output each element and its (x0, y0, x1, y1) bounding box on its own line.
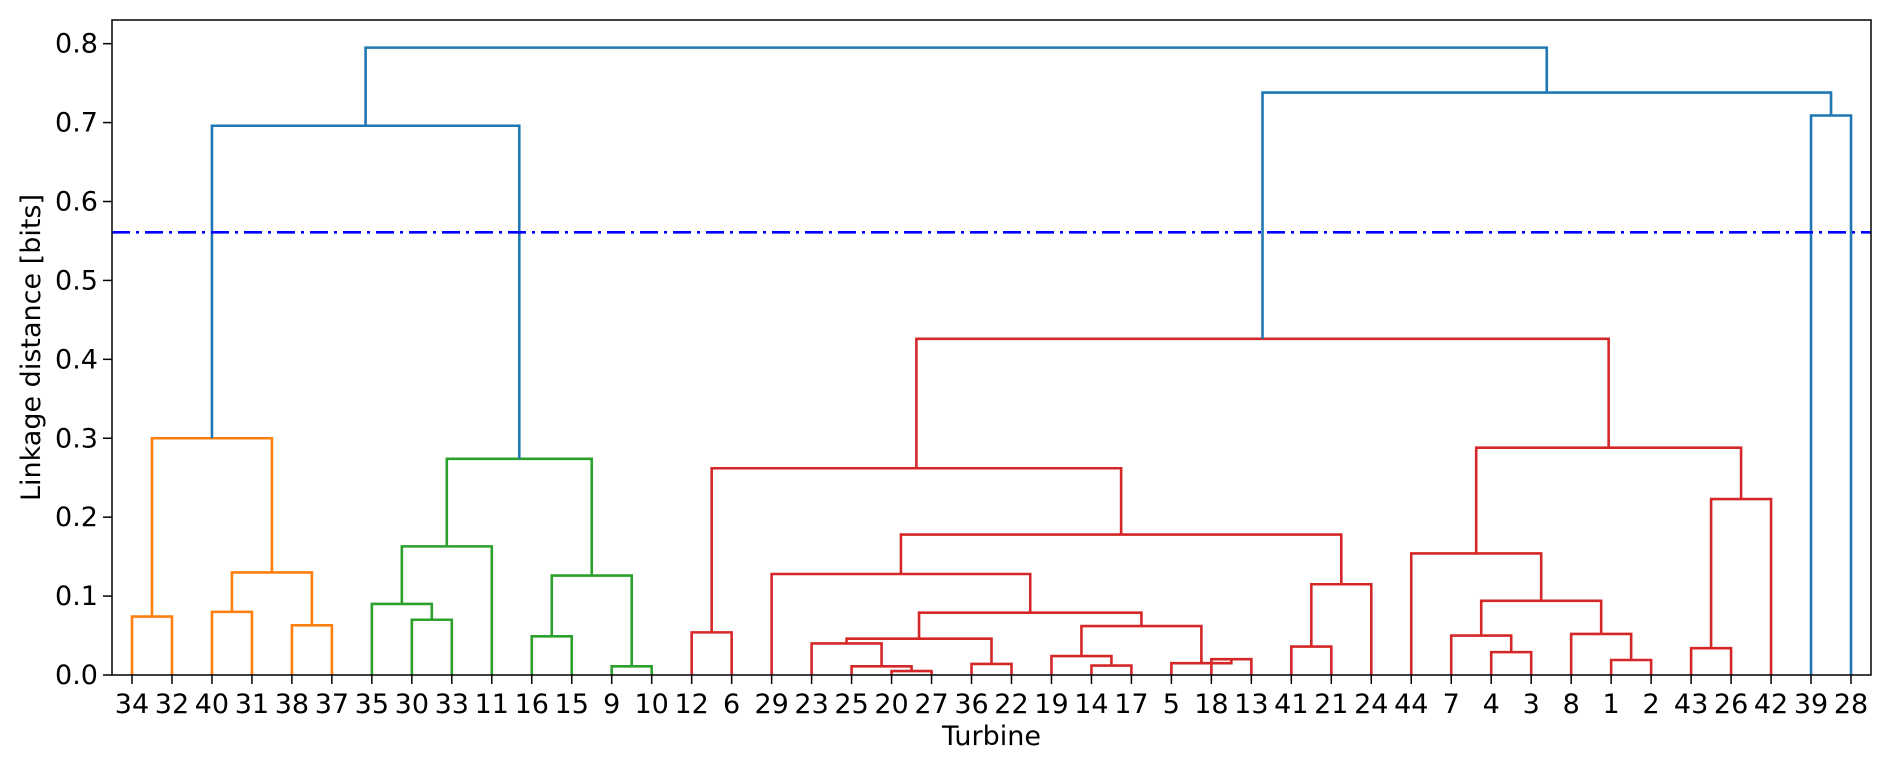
x-tick-label: 1 (1603, 689, 1620, 720)
dendrogram-link-green (410, 618, 454, 675)
plot-frame (111, 19, 1872, 676)
x-tick-label: 43 (1674, 689, 1708, 720)
dendrogram-link-orange (210, 610, 254, 675)
x-tick-label: 32 (155, 689, 189, 720)
x-tick-label: 41 (1274, 689, 1308, 720)
x-tick-label: 3 (1523, 689, 1540, 720)
dendrogram-link-red (1449, 634, 1513, 675)
x-tick-label: 8 (1563, 689, 1580, 720)
x-tick-label: 31 (235, 689, 269, 720)
x-tick-label: 19 (1034, 689, 1068, 720)
x-tick-label: 29 (754, 689, 788, 720)
x-tick-label: 18 (1194, 689, 1228, 720)
dendrogram-link-blue (210, 124, 521, 459)
x-tick-label: 12 (674, 689, 708, 720)
x-tick-label: 40 (195, 689, 229, 720)
x-tick-label: 42 (1754, 689, 1788, 720)
dendrogram-link-red (1310, 582, 1373, 675)
x-tick-label: 24 (1354, 689, 1388, 720)
dendrogram-link-green (610, 665, 653, 675)
y-tick-label: 0.3 (55, 423, 98, 454)
y-tick-label: 0.2 (55, 502, 98, 533)
dendrogram-link-red (1489, 650, 1533, 675)
x-tick-label: 25 (834, 689, 868, 720)
dendrogram-link-red (1689, 646, 1733, 675)
y-axis: 0.0 0.1 0.2 0.3 0.4 0.5 0.6 0.7 0.8 (55, 29, 112, 691)
dendrogram-link-green (530, 635, 574, 675)
dendrogram-link-blue (1809, 114, 1853, 675)
dendrogram-link-green (550, 574, 634, 667)
x-tick-label: 44 (1394, 689, 1428, 720)
x-tick-label: 22 (994, 689, 1028, 720)
y-tick-label: 0.0 (55, 660, 98, 691)
x-tick-label: 2 (1643, 689, 1660, 720)
dendrogram-link-red (810, 642, 883, 675)
y-tick-label: 0.5 (55, 265, 98, 296)
dendrogram-link-green (370, 602, 434, 675)
dendrogram-links (130, 46, 1853, 675)
x-axis: 34 32 40 31 38 37 35 30 33 11 16 15 9 10 12 6 29 23 25 20 27… (115, 675, 1868, 720)
x-tick-label: 26 (1714, 689, 1748, 720)
x-tick-label: 20 (874, 689, 908, 720)
y-tick-label: 0.4 (55, 344, 98, 375)
x-tick-label: 11 (475, 689, 509, 720)
dendrogram-link-red (690, 631, 733, 675)
x-tick-label: 9 (603, 689, 620, 720)
dendrogram-link-green (445, 457, 594, 576)
x-tick-label: 35 (355, 689, 389, 720)
dendrogram-link-red (1609, 658, 1653, 675)
dendrogram-link-red (1170, 659, 1233, 675)
dendrogram-link-red (710, 466, 1123, 633)
x-tick-label: 23 (794, 689, 828, 720)
dendrogram-link-red (1569, 632, 1633, 675)
dendrogram-link-red (1090, 664, 1133, 675)
x-tick-label: 6 (723, 689, 740, 720)
x-tick-label: 16 (515, 689, 549, 720)
x-tick-label: 34 (115, 689, 149, 720)
x-axis-label: Turbine (941, 721, 1041, 752)
dendrogram-link-orange (290, 623, 334, 675)
x-tick-label: 38 (275, 689, 309, 720)
dendrogram-link-red (1479, 599, 1603, 636)
x-tick-label: 33 (435, 689, 469, 720)
x-tick-label: 17 (1114, 689, 1148, 720)
x-tick-label: 39 (1794, 689, 1828, 720)
dendrogram-link-green (400, 545, 494, 675)
dendrogram-link-blue (364, 46, 1549, 126)
x-tick-label: 15 (555, 689, 589, 720)
x-tick-label: 36 (954, 689, 988, 720)
y-tick-label: 0.6 (55, 187, 98, 218)
x-tick-label: 21 (1314, 689, 1348, 720)
x-tick-label: 30 (395, 689, 429, 720)
x-tick-label: 10 (635, 689, 669, 720)
x-tick-label: 27 (914, 689, 948, 720)
x-tick-label: 5 (1163, 689, 1180, 720)
dendrogram-link-orange (130, 615, 174, 675)
dendrogram-link-orange (230, 571, 314, 626)
y-axis-label: Linkage distance [bits] (16, 194, 47, 501)
x-tick-label: 13 (1234, 689, 1268, 720)
dendrogram-link-red (1290, 645, 1333, 675)
x-tick-label: 28 (1834, 689, 1868, 720)
y-tick-label: 0.8 (55, 29, 98, 60)
dendrogram-link-red (899, 533, 1343, 585)
dendrogram-link-red (917, 611, 1143, 639)
dendrogram-link-red (970, 662, 1013, 675)
y-tick-label: 0.7 (55, 108, 98, 139)
x-tick-label: 14 (1074, 689, 1108, 720)
dendrogram-link-blue (1261, 91, 1833, 339)
x-tick-label: 37 (315, 689, 349, 720)
dendrogram-link-red (1080, 624, 1203, 664)
dendrogram-link-orange (150, 436, 274, 617)
x-tick-label: 4 (1483, 689, 1500, 720)
dendrogram-link-red (1474, 446, 1743, 554)
dendrogram-link-red (845, 637, 993, 664)
x-tick-label: 7 (1443, 689, 1460, 720)
dendrogram-link-red (1409, 552, 1543, 675)
y-tick-label: 0.1 (55, 581, 98, 612)
